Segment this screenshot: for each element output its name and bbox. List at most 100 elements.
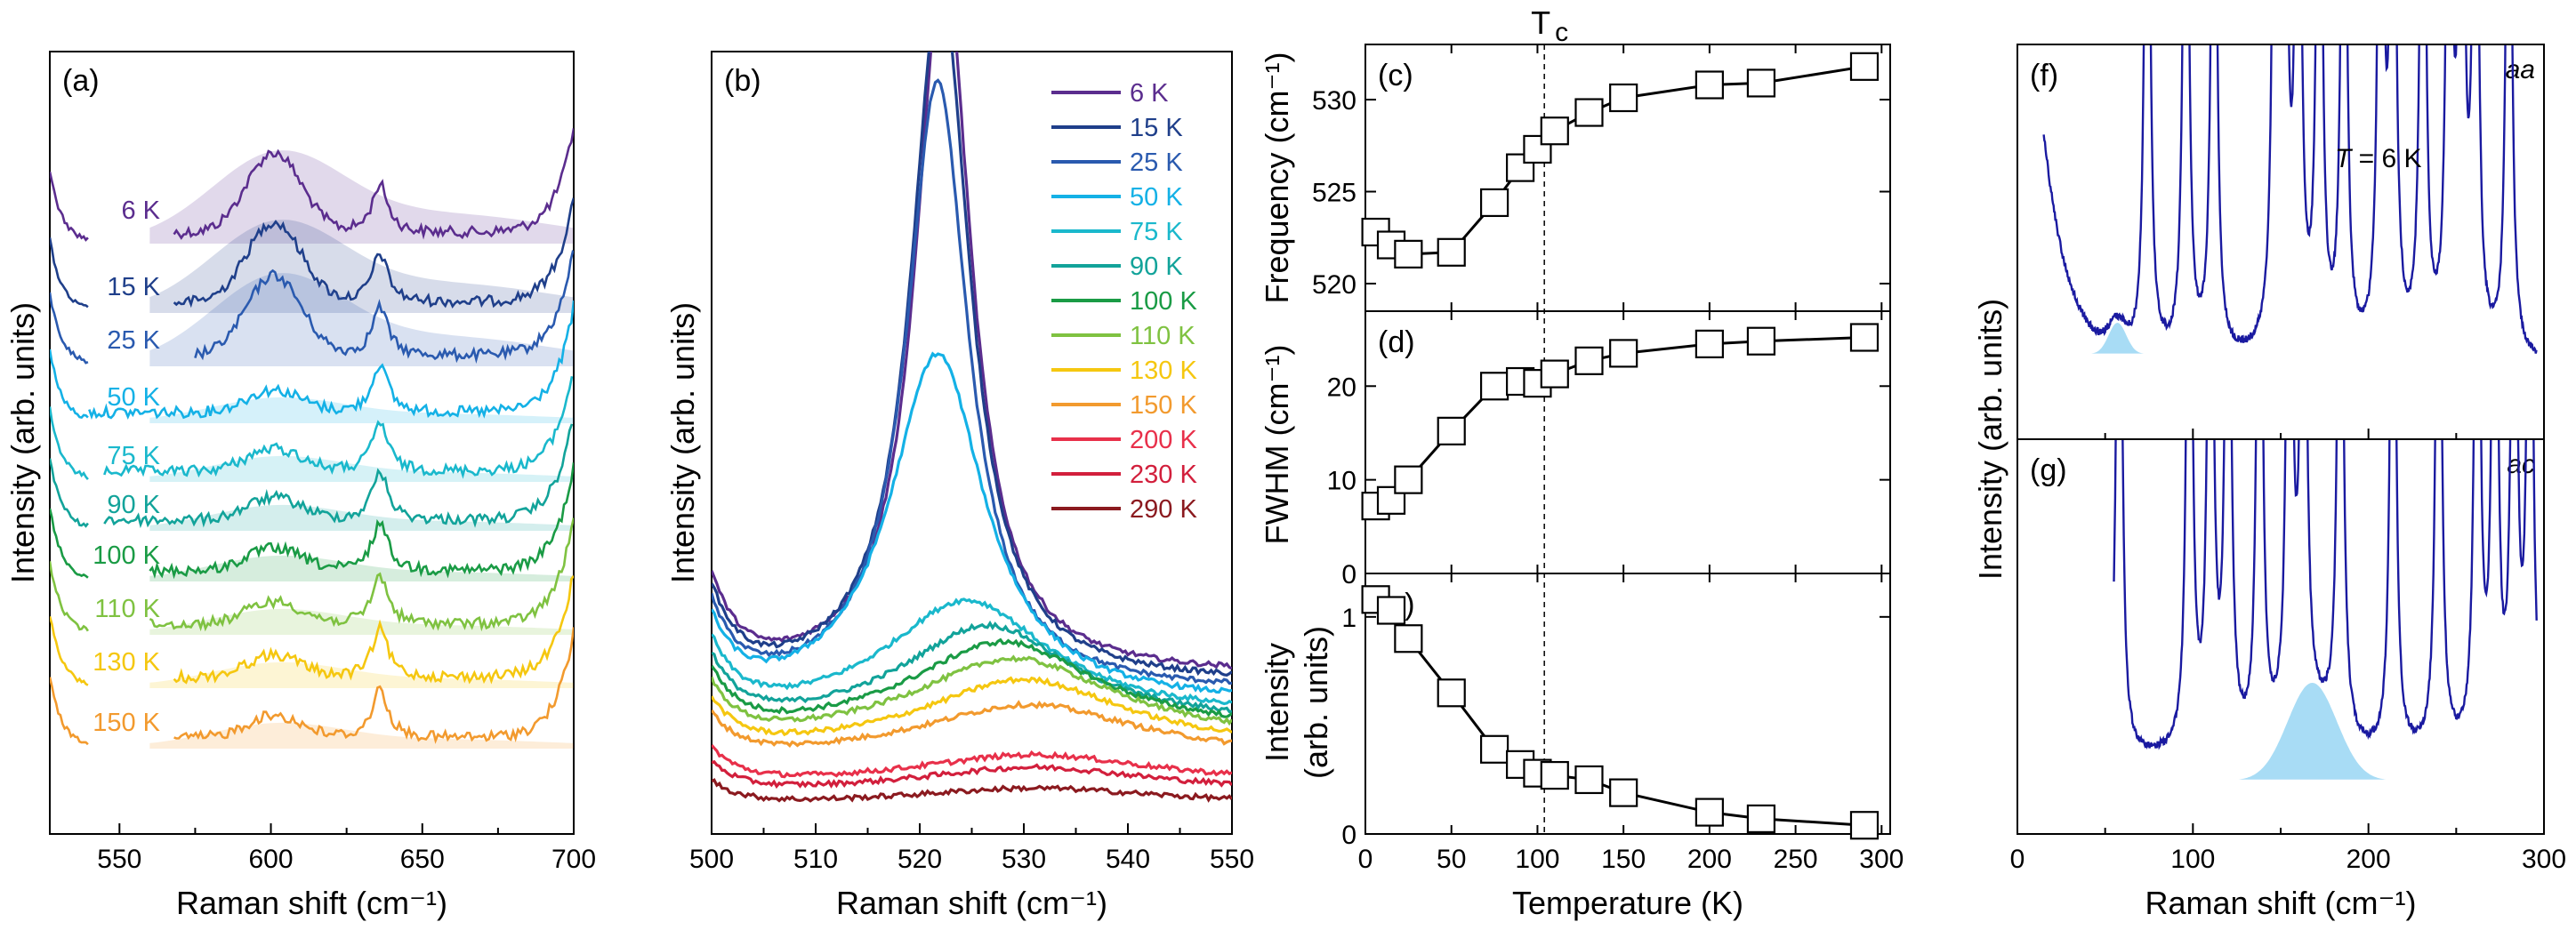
- panel-a-series-8: [173, 574, 574, 685]
- panel-e-xtick-label: 0: [1358, 845, 1373, 874]
- data-marker: [1394, 239, 1423, 269]
- panel-a-edge-3: [50, 349, 89, 420]
- panel-a-series-9: [173, 627, 574, 744]
- ytick-label: 0: [1341, 560, 1356, 589]
- panel-b-series-12: [712, 778, 1232, 803]
- panel-a-edge-9: [50, 677, 89, 746]
- panel-polarization-tag: aa: [2506, 55, 2535, 84]
- panel-a-shade-2: [149, 273, 574, 366]
- panel-b-legend-label: 200 K: [1130, 426, 1197, 454]
- annotation-rest: = 6 K: [2351, 144, 2421, 173]
- data-marker: [1479, 734, 1509, 764]
- panel-b-tag: (b): [724, 64, 761, 98]
- panel-a-edge-4: [50, 406, 89, 480]
- data-marker: [1437, 237, 1466, 267]
- temperature-annotation: T = 6 K: [2335, 144, 2422, 173]
- panel-e-xtick-label: 100: [1515, 845, 1559, 874]
- data-marker: [1609, 83, 1638, 113]
- panel-b-legend-label: 6 K: [1130, 79, 1169, 108]
- panel-e-xtick-label: 150: [1601, 845, 1646, 874]
- panel-c-ylabel: Frequency (cm⁻¹): [1259, 52, 1295, 303]
- data-marker: [1574, 765, 1604, 795]
- panel-a-xtick-label: 650: [400, 845, 445, 874]
- panel-b-legend-label: 130 K: [1130, 357, 1197, 385]
- panel-polarization-tag: ac: [2507, 450, 2535, 479]
- panel-e-ylabel2: (arb. units): [1298, 626, 1334, 779]
- panel-a-label: 150 K: [93, 709, 160, 737]
- panel-b-xtick-label: 550: [1210, 845, 1254, 874]
- panel-b-series-6: [712, 637, 1232, 718]
- panel-g-xtick-label: 100: [2170, 845, 2215, 874]
- data-marker: [1609, 339, 1638, 368]
- panel-a-label: 130 K: [93, 648, 160, 677]
- panel-a-xtick-label: 700: [551, 845, 596, 874]
- data-marker: [1376, 596, 1406, 625]
- panel-a-shade-0: [149, 150, 574, 244]
- data-marker: [1540, 359, 1569, 389]
- shaded-peak: [2238, 683, 2387, 780]
- panel-b-legend-label: 75 K: [1130, 218, 1183, 246]
- panel-a-label: 75 K: [107, 442, 160, 470]
- panel-b-legend-label: 50 K: [1130, 183, 1183, 212]
- panel-fg-charts: (f) aa (g) ac T = 6 K 0 100 200 300 Raman shift (…: [1972, 44, 2566, 921]
- data-marker: [1437, 416, 1466, 445]
- panel-b-series-5: [712, 620, 1232, 714]
- panel-e-frame: [1364, 573, 1891, 835]
- panel-a-edge-8: [50, 616, 89, 686]
- panel-a-edge-2: [50, 292, 89, 365]
- panel-tag: (f): [2030, 59, 2058, 92]
- panel-d-ylabel: FWHM (cm⁻¹): [1259, 345, 1295, 545]
- panel-a-edge-6: [50, 508, 89, 579]
- panel-e-xtick-label: 300: [1859, 845, 1904, 874]
- panel-b-legend-label: 25 K: [1130, 148, 1183, 177]
- plot: [2113, 440, 2538, 780]
- panel-a-label: 110 K: [94, 595, 160, 623]
- panel-e-ylabel: Intensity: [1259, 643, 1295, 762]
- panel-b-legend-label: 15 K: [1130, 114, 1183, 142]
- panel-e-xtick-label: 200: [1687, 845, 1732, 874]
- data-marker: [1574, 346, 1604, 375]
- panel-e-xlabel: Temperature (K): [1512, 885, 1743, 921]
- panel-tag: (c): [1378, 59, 1413, 92]
- panel-a-label: 100 K: [93, 541, 160, 570]
- shaded-peak: [2090, 323, 2145, 354]
- data-marker: [1609, 778, 1638, 807]
- panel-a-series-4: [103, 375, 574, 479]
- panel-a-label: 50 K: [107, 383, 160, 412]
- ytick-label: 520: [1312, 270, 1356, 300]
- panel-b-xtick-label: 500: [689, 845, 734, 874]
- panel-a-shade-3: [149, 397, 574, 423]
- panel-b-series-7: [712, 654, 1232, 726]
- panel-b-series-3: [712, 351, 1232, 694]
- panel-a-edge-5: [50, 458, 89, 528]
- data-marker: [1540, 760, 1569, 790]
- data-marker: [1437, 678, 1466, 708]
- data-marker: [1746, 326, 1776, 356]
- panel-b-xtick-label: 540: [1106, 845, 1150, 874]
- panel-b-series-8: [712, 676, 1232, 737]
- panel-b-xtick-label: 530: [1002, 845, 1046, 874]
- plot: [2042, 45, 2538, 354]
- panel-a-label: 25 K: [107, 326, 160, 355]
- data-marker: [1574, 98, 1604, 127]
- data-marker: [1479, 188, 1509, 218]
- panel-a-tag: (a): [62, 64, 100, 98]
- panel-a-xtick-label: 600: [249, 845, 294, 874]
- panel-a-plot: [50, 128, 574, 749]
- tc-label: T: [1531, 4, 1550, 41]
- data-marker: [1746, 68, 1776, 98]
- ytick-label: 530: [1312, 86, 1356, 116]
- panel-a-series-2: [194, 250, 574, 365]
- panel-a-edge-1: [50, 237, 89, 309]
- panel-e-xtick-label: 50: [1437, 845, 1466, 874]
- panel-a-shade-7: [149, 608, 574, 635]
- ytick-label: 10: [1327, 467, 1356, 496]
- panel-b-legend-label: 110 K: [1130, 322, 1195, 350]
- panel-g-xtick-label: 300: [2522, 845, 2566, 874]
- panel-tag: (g): [2030, 453, 2067, 487]
- panel-b-xlabel: Raman shift (cm⁻¹): [836, 885, 1107, 921]
- panel-a-shade-9: [149, 722, 574, 749]
- panel-e-xtick-label: 250: [1774, 845, 1818, 874]
- panel-a-chart: 550 600 650 700 Raman shift (cm⁻¹) Intensity …: [4, 51, 596, 921]
